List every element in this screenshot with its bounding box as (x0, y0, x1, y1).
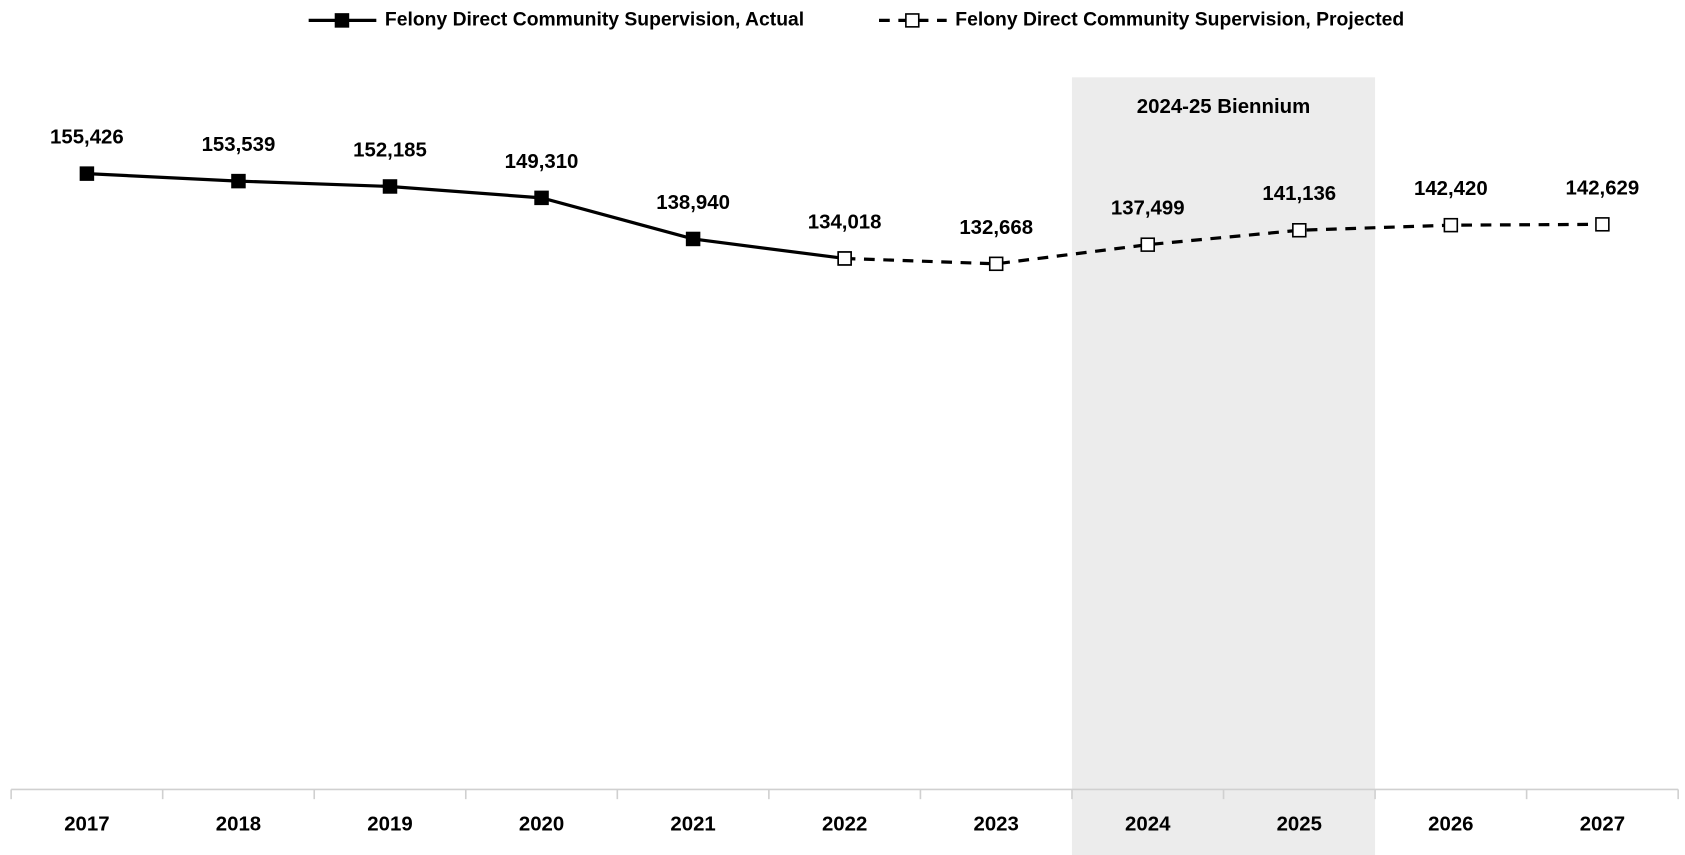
data-label: 149,310 (505, 151, 579, 173)
x-tick-label: 2024 (1125, 813, 1171, 835)
highlight-label: 2024-25 Biennium (1137, 96, 1310, 118)
data-label: 142,629 (1566, 177, 1640, 199)
legend-marker (334, 13, 350, 28)
data-label: 132,668 (959, 217, 1033, 239)
point-marker (1292, 223, 1307, 238)
x-tick-label: 2025 (1277, 813, 1322, 835)
highlight-band (1071, 77, 1376, 855)
x-tick-label: 2020 (519, 813, 564, 835)
data-label: 141,136 (1262, 183, 1336, 205)
legend-label: Felony Direct Community Supervision, Pro… (955, 10, 1404, 31)
series-line (86, 172, 845, 261)
x-tick-label: 2023 (974, 813, 1019, 835)
data-label: 153,539 (202, 134, 276, 156)
data-label: 155,426 (50, 127, 124, 149)
data-label: 138,940 (656, 192, 730, 214)
data-label: 142,420 (1414, 178, 1488, 200)
point-marker (1140, 237, 1155, 252)
point-marker (1595, 217, 1610, 232)
series-line (844, 222, 1603, 266)
x-tick-label: 2017 (64, 813, 109, 835)
x-tick-label: 2026 (1428, 813, 1473, 835)
point-marker (685, 231, 701, 247)
data-label: 134,018 (808, 211, 882, 233)
point-marker (837, 251, 852, 266)
legend-marker (905, 13, 920, 28)
point-marker (79, 166, 95, 181)
point-marker (231, 173, 246, 189)
data-label: 137,499 (1111, 198, 1185, 220)
legend-label: Felony Direct Community Supervision, Act… (385, 10, 804, 31)
x-tick-label: 2027 (1580, 813, 1625, 835)
x-tick-label: 2021 (670, 813, 715, 835)
x-tick-label: 2022 (822, 813, 867, 835)
x-tick-label: 2018 (216, 813, 261, 835)
data-label: 152,185 (353, 139, 427, 161)
point-marker (534, 190, 549, 206)
point-marker (988, 256, 1004, 272)
x-tick-label: 2019 (367, 813, 412, 835)
point-marker (1443, 217, 1459, 233)
point-marker (382, 179, 398, 194)
